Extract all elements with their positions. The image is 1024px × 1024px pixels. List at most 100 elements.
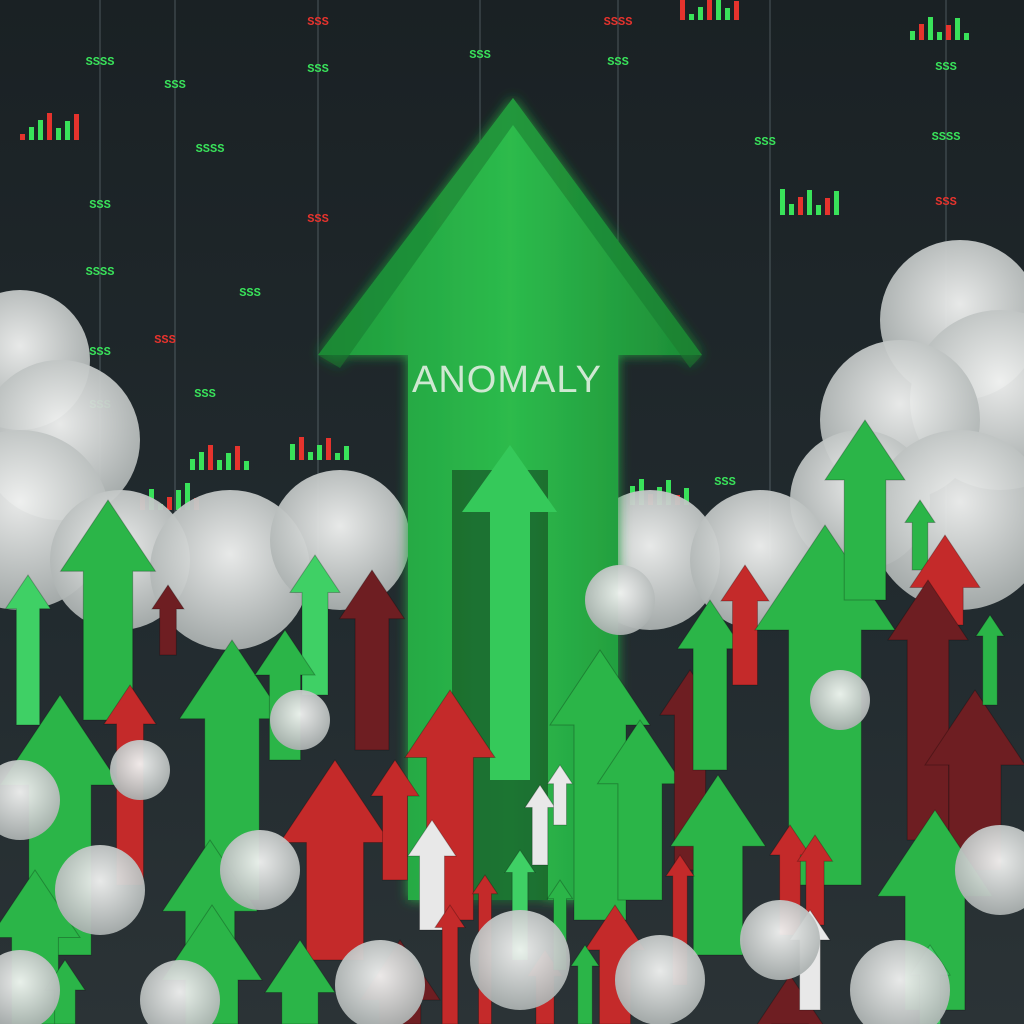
- candlestick: [834, 191, 839, 215]
- arrow: [975, 614, 1005, 706]
- arrow: [720, 564, 770, 686]
- candlestick: [725, 8, 730, 20]
- ticker-label: SSS: [89, 345, 111, 359]
- cloud-puff: [110, 740, 170, 800]
- candlestick: [38, 120, 43, 140]
- candlestick: [946, 25, 951, 40]
- cloud-puff: [470, 910, 570, 1010]
- cloud-puff: [150, 490, 310, 650]
- cloud-bank-front: [0, 565, 1024, 1024]
- candlestick: [208, 445, 213, 470]
- arrow: [546, 764, 574, 826]
- arrow: [4, 574, 52, 726]
- ticker-label: SSS: [164, 78, 186, 92]
- candlestick: [290, 444, 295, 460]
- candlestick: [190, 459, 195, 470]
- candlestick: [176, 490, 181, 510]
- candlestick: [244, 461, 249, 470]
- candlestick: [74, 114, 79, 140]
- ticker-label: SSS: [754, 135, 776, 149]
- candlestick: [825, 198, 830, 215]
- cloud-puff: [270, 690, 330, 750]
- candlestick: [226, 453, 231, 470]
- arrow: [434, 904, 466, 1024]
- ticker-label: SSSS: [196, 142, 225, 156]
- ticker-label: SSS: [239, 286, 261, 300]
- cloud-puff: [0, 950, 60, 1024]
- ticker-label: SSS: [307, 62, 329, 76]
- candlestick: [344, 446, 349, 460]
- main-arrow-label: ANOMALY: [412, 359, 602, 401]
- candlestick: [789, 204, 794, 215]
- candlestick: [716, 0, 721, 20]
- ticker-label: SSSS: [86, 265, 115, 279]
- cloud-bank-back: [0, 240, 1024, 650]
- candlestick: [335, 453, 340, 460]
- ticker-label: SSS: [935, 195, 957, 209]
- arrow: [824, 419, 906, 601]
- arrow: [669, 774, 767, 956]
- cloud-puff: [335, 940, 425, 1024]
- arrow: [756, 974, 824, 1024]
- arrow: [370, 759, 420, 881]
- arrow: [904, 499, 936, 571]
- cloud-puff: [220, 830, 300, 910]
- ticker-label: SSSS: [86, 55, 115, 69]
- cloud-puff: [270, 470, 410, 610]
- candlestick: [964, 33, 969, 40]
- main-arrow-bevel: [318, 98, 702, 368]
- candlestick: [308, 452, 313, 460]
- arrow: [338, 569, 406, 751]
- candlestick: [235, 446, 240, 470]
- candlestick: [680, 0, 685, 20]
- ticker-label: SSS: [154, 333, 176, 347]
- cloud-puff: [585, 565, 655, 635]
- candlestick: [937, 32, 942, 40]
- candlestick: [56, 128, 61, 140]
- arrow: [570, 944, 600, 1024]
- cloud-puff: [740, 900, 820, 980]
- ticker-label: SSS: [469, 48, 491, 62]
- candlestick: [185, 483, 190, 510]
- candlestick: [29, 127, 34, 140]
- candlestick: [807, 190, 812, 215]
- ticker-label: SSS: [194, 387, 216, 401]
- arrow: [407, 819, 457, 931]
- candlestick: [20, 134, 25, 140]
- candlestick: [707, 0, 712, 20]
- candlestick: [780, 189, 785, 215]
- cloud-puff: [870, 430, 1024, 610]
- arrow: [151, 584, 185, 656]
- candlestick: [816, 205, 821, 215]
- ticker-label: SSSS: [604, 15, 633, 29]
- candlestick: [919, 24, 924, 40]
- candlestick: [698, 7, 703, 20]
- ticker-label: SSS: [714, 475, 736, 489]
- ticker-label: SSSS: [932, 130, 961, 144]
- cloud-puff: [615, 935, 705, 1024]
- candlestick: [798, 197, 803, 215]
- inner-arrow: [462, 445, 557, 780]
- candlestick: [684, 488, 689, 505]
- candlestick: [689, 14, 694, 20]
- candlestick: [217, 460, 222, 470]
- candlestick: [928, 17, 933, 40]
- ticker-label: SSS: [307, 15, 329, 29]
- ticker-label: SSS: [607, 55, 629, 69]
- candlestick: [317, 445, 322, 460]
- candlestick: [65, 121, 70, 140]
- ticker-label: SSS: [935, 60, 957, 74]
- cloud-puff: [955, 825, 1024, 915]
- candlestick: [167, 497, 172, 510]
- arrow: [264, 939, 336, 1024]
- candlestick: [910, 31, 915, 40]
- candlestick: [299, 437, 304, 460]
- ticker-label: SSS: [89, 198, 111, 212]
- candlestick: [326, 438, 331, 460]
- candlestick: [955, 18, 960, 40]
- cloud-puff: [55, 845, 145, 935]
- candlestick: [199, 452, 204, 470]
- ticker-label: SSS: [307, 212, 329, 226]
- candlestick: [47, 113, 52, 140]
